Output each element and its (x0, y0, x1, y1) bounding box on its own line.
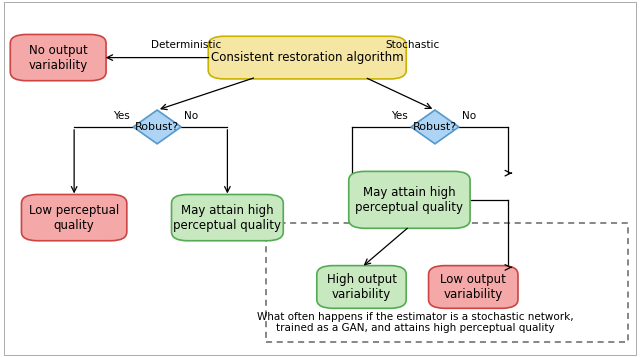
Text: No output
variability: No output variability (29, 44, 88, 72)
Text: Consistent restoration algorithm: Consistent restoration algorithm (211, 51, 404, 64)
Polygon shape (411, 110, 459, 144)
FancyBboxPatch shape (317, 266, 406, 308)
Text: Deterministic: Deterministic (151, 40, 221, 50)
Text: No: No (462, 111, 476, 121)
Text: Low perceptual
quality: Low perceptual quality (29, 203, 119, 232)
Text: Robust?: Robust? (135, 122, 179, 132)
Polygon shape (133, 110, 181, 144)
Text: May attain high
perceptual quality: May attain high perceptual quality (355, 186, 463, 214)
Text: May attain high
perceptual quality: May attain high perceptual quality (173, 203, 282, 232)
FancyBboxPatch shape (208, 36, 406, 79)
FancyBboxPatch shape (429, 266, 518, 308)
FancyBboxPatch shape (172, 195, 284, 241)
Text: Yes: Yes (391, 111, 408, 121)
FancyBboxPatch shape (22, 195, 127, 241)
Text: Robust?: Robust? (413, 122, 457, 132)
Text: Low output
variability: Low output variability (440, 273, 506, 301)
Text: What often happens if the estimator is a stochastic network,
trained as a GAN, a: What often happens if the estimator is a… (257, 312, 574, 333)
FancyBboxPatch shape (10, 35, 106, 81)
Text: No: No (184, 111, 198, 121)
FancyBboxPatch shape (349, 171, 470, 228)
Text: Yes: Yes (113, 111, 130, 121)
Text: Stochastic: Stochastic (385, 40, 440, 50)
Text: High output
variability: High output variability (326, 273, 397, 301)
